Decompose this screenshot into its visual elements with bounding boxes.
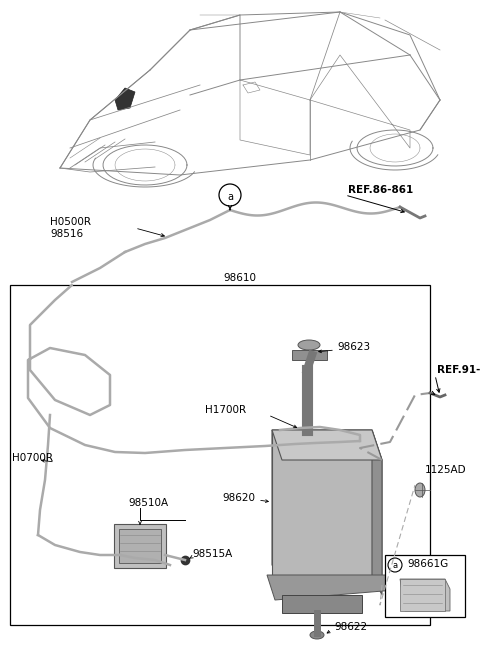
Text: 98622: 98622	[334, 622, 367, 632]
Text: 98610: 98610	[224, 273, 256, 283]
Polygon shape	[372, 430, 382, 595]
Polygon shape	[267, 575, 395, 600]
Text: a: a	[227, 192, 233, 202]
Text: REF.86-861: REF.86-861	[348, 185, 413, 195]
Bar	[400, 579, 445, 611]
Text: 98623: 98623	[337, 342, 370, 352]
Polygon shape	[115, 88, 135, 110]
Text: REF.91-987: REF.91-987	[437, 365, 480, 375]
Bar	[10, 285, 430, 625]
Text: H0700R: H0700R	[12, 453, 53, 463]
Bar	[385, 555, 465, 617]
Ellipse shape	[298, 340, 320, 350]
FancyBboxPatch shape	[114, 524, 166, 568]
Ellipse shape	[310, 631, 324, 639]
Polygon shape	[272, 430, 382, 575]
Ellipse shape	[415, 483, 425, 497]
Text: 98510A: 98510A	[128, 498, 168, 508]
Polygon shape	[282, 595, 362, 613]
Polygon shape	[272, 430, 372, 575]
Text: 98515A: 98515A	[192, 549, 232, 559]
Polygon shape	[400, 579, 450, 611]
Text: a: a	[393, 562, 397, 571]
Polygon shape	[292, 350, 327, 360]
Text: H0500R: H0500R	[50, 217, 91, 227]
Polygon shape	[272, 430, 382, 460]
Text: 98661G: 98661G	[407, 559, 448, 569]
Text: 98516: 98516	[50, 229, 83, 239]
FancyBboxPatch shape	[119, 529, 161, 563]
Text: H1700R: H1700R	[205, 405, 246, 415]
Text: 1125AD: 1125AD	[425, 465, 467, 475]
Text: 98620: 98620	[222, 493, 255, 503]
